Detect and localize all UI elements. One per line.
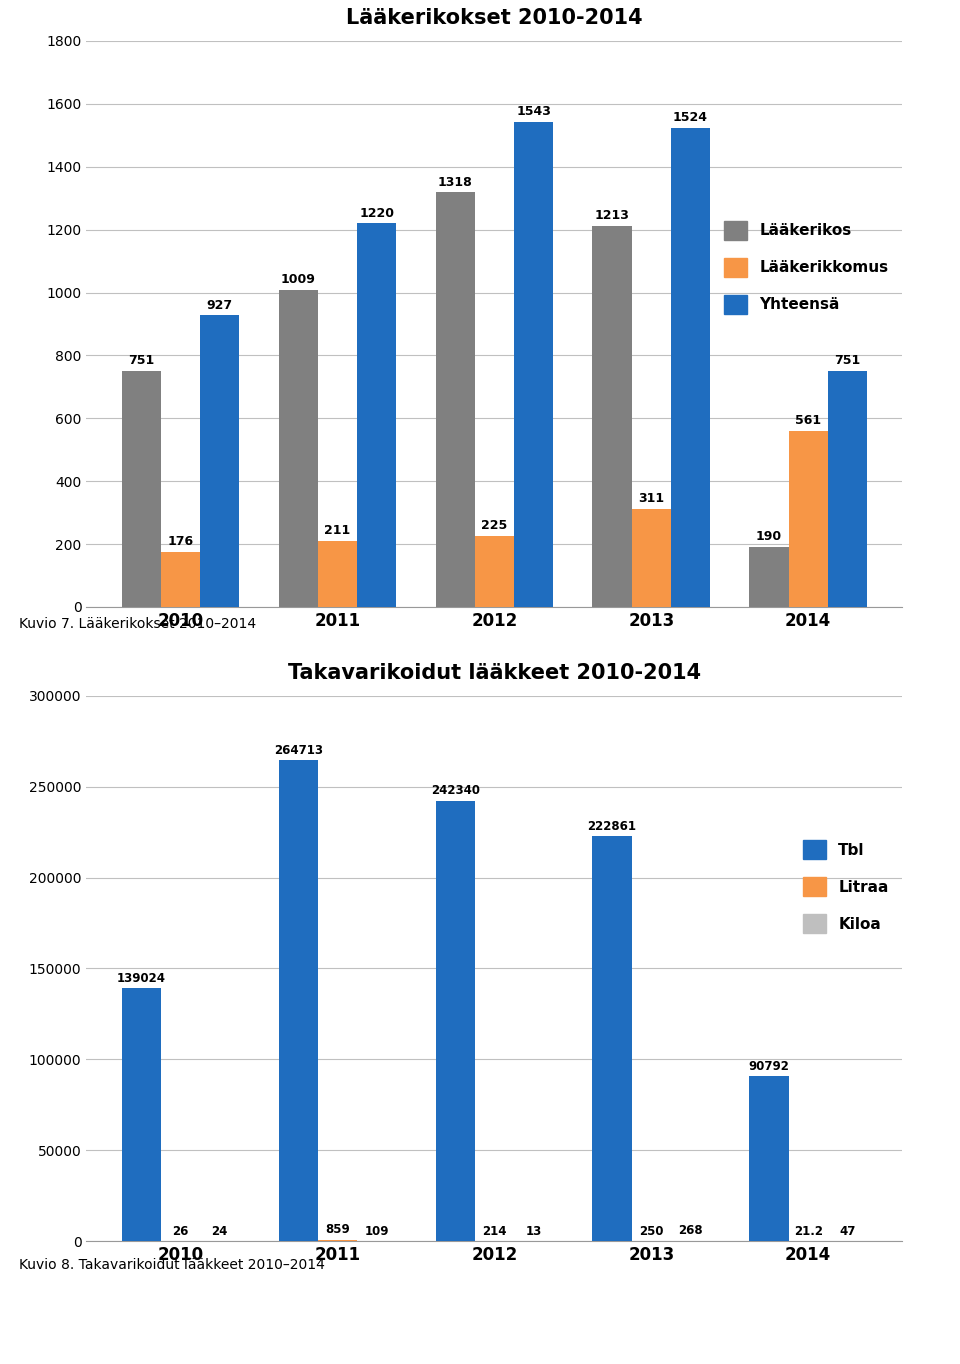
Bar — [750, 1076, 788, 1241]
Text: Kuvio 8. Takavarikoidut lääkkeet 2010–2014: Kuvio 8. Takavarikoidut lääkkeet 2010–20… — [19, 1258, 325, 1271]
Legend: Tbl, Litraa, Kiloa: Tbl, Litraa, Kiloa — [797, 835, 895, 938]
Bar — [592, 225, 632, 607]
Text: 190: 190 — [756, 531, 782, 543]
Title: Takavarikoidut lääkkeet 2010-2014: Takavarikoidut lääkkeet 2010-2014 — [288, 663, 701, 683]
Text: 311: 311 — [638, 492, 664, 506]
Bar — [828, 371, 867, 607]
Text: 47: 47 — [839, 1225, 855, 1239]
Text: 264713: 264713 — [274, 743, 323, 757]
Bar — [514, 121, 553, 607]
Text: 1318: 1318 — [438, 176, 472, 188]
Text: 1543: 1543 — [516, 105, 551, 117]
Legend: Lääkerikos, Lääkerikkomus, Yhteensä: Lääkerikos, Lääkerikkomus, Yhteensä — [718, 216, 895, 319]
Text: 751: 751 — [129, 355, 155, 367]
Bar — [201, 315, 239, 607]
Bar — [475, 536, 514, 607]
Text: 21.2: 21.2 — [794, 1225, 823, 1239]
Bar — [671, 128, 710, 607]
Text: 225: 225 — [481, 520, 508, 532]
Text: 751: 751 — [834, 355, 860, 367]
Text: 250: 250 — [639, 1225, 663, 1237]
Text: 1524: 1524 — [673, 110, 708, 124]
Bar — [436, 192, 475, 607]
Text: 214: 214 — [482, 1225, 507, 1237]
Text: Kuvio 7. Lääkerikokset 2010–2014: Kuvio 7. Lääkerikokset 2010–2014 — [19, 617, 256, 630]
Text: 268: 268 — [679, 1225, 703, 1237]
Text: 242340: 242340 — [431, 784, 480, 797]
Text: 26: 26 — [173, 1225, 189, 1239]
Bar — [750, 547, 788, 607]
Text: 13: 13 — [525, 1225, 541, 1239]
Bar — [318, 540, 357, 607]
Text: 109: 109 — [365, 1225, 389, 1237]
Text: 859: 859 — [325, 1224, 349, 1236]
Text: 222861: 222861 — [588, 820, 636, 832]
Text: 139024: 139024 — [117, 973, 166, 985]
Text: 927: 927 — [206, 299, 233, 312]
Bar — [318, 1240, 357, 1241]
Bar — [632, 509, 671, 607]
Bar — [592, 836, 632, 1241]
Text: 176: 176 — [167, 535, 194, 548]
Text: 1213: 1213 — [594, 209, 630, 222]
Text: 24: 24 — [211, 1225, 228, 1239]
Title: Lääkerikokset 2010-2014: Lääkerikokset 2010-2014 — [347, 8, 642, 29]
Text: 211: 211 — [324, 524, 350, 537]
Bar — [788, 431, 828, 607]
Bar — [122, 989, 161, 1241]
Text: 1009: 1009 — [281, 273, 316, 286]
Text: 561: 561 — [795, 413, 822, 427]
Bar — [278, 289, 318, 607]
Bar — [122, 371, 161, 607]
Text: 90792: 90792 — [749, 1060, 789, 1073]
Bar — [357, 224, 396, 607]
Text: 1220: 1220 — [359, 206, 395, 220]
Bar — [161, 551, 201, 607]
Bar — [436, 801, 475, 1241]
Bar — [278, 760, 318, 1241]
